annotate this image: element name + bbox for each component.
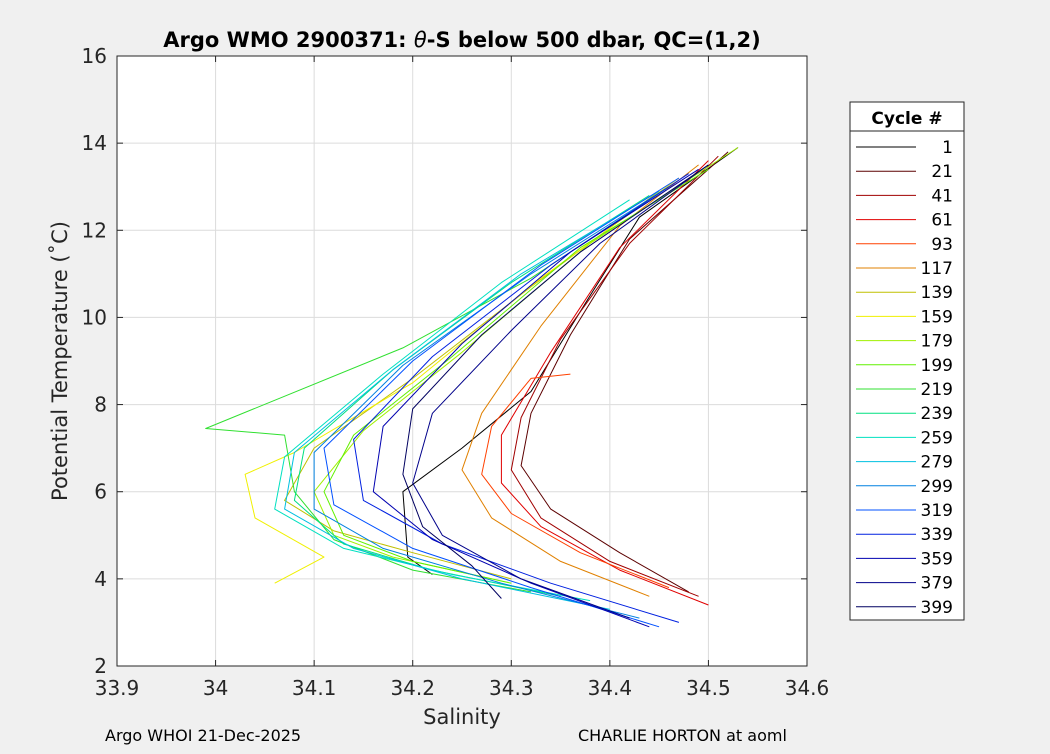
- y-tick-label: 6: [94, 480, 107, 504]
- y-tick-label: 14: [82, 131, 107, 155]
- y-tick-label: 16: [82, 44, 107, 68]
- series-line-cycle-93: [481, 373, 670, 589]
- title-suffix: -S below 500 dbar, QC=(1,2): [427, 28, 761, 52]
- legend-label-cycle-41: 41: [931, 186, 953, 206]
- x-tick-label: 34.3: [489, 676, 534, 700]
- series-line-cycle-279: [284, 190, 660, 610]
- title-theta: θ: [414, 28, 427, 52]
- legend-label-cycle-61: 61: [931, 211, 953, 231]
- plot-area: [117, 56, 807, 666]
- legend-label-cycle-239: 239: [921, 404, 953, 424]
- legend-label-cycle-159: 159: [921, 307, 953, 327]
- y-tick-label: 12: [82, 218, 107, 242]
- legend-label-cycle-259: 259: [921, 428, 953, 448]
- x-tick-label: 34.5: [686, 676, 731, 700]
- legend-label-cycle-179: 179: [921, 332, 953, 352]
- x-axis-label: Salinity: [423, 705, 501, 729]
- legend-label-cycle-319: 319: [921, 501, 953, 521]
- x-tick-label: 34.1: [292, 676, 337, 700]
- y-tick-label: 4: [94, 567, 107, 591]
- series-line-cycle-399: [402, 164, 709, 599]
- x-tick-label: 34.2: [390, 676, 435, 700]
- chart-title: Argo WMO 2900371: θ-S below 500 dbar, QC…: [163, 28, 760, 52]
- series-line-cycle-41: [510, 155, 719, 597]
- series-layer: [205, 147, 739, 628]
- y-tick-label: 10: [82, 305, 107, 329]
- series-line-cycle-219: [205, 186, 670, 593]
- legend-label-cycle-117: 117: [921, 259, 953, 279]
- legend-label-cycle-379: 379: [921, 574, 953, 594]
- legend-title: Cycle #: [871, 109, 942, 129]
- legend-label-cycle-399: 399: [921, 598, 953, 618]
- x-tick-label: 33.9: [95, 676, 140, 700]
- series-line-cycle-339: [353, 173, 689, 623]
- legend-label-cycle-1: 1: [942, 138, 953, 158]
- series-line-cycle-117: [461, 164, 699, 597]
- footer-left: Argo WHOI 21-Dec-2025: [105, 726, 302, 745]
- x-tick-label: 34.4: [588, 676, 633, 700]
- series-line-cycle-199: [323, 168, 709, 584]
- series-line-cycle-319: [323, 177, 680, 628]
- footer-right: CHARLIE HORTON at aoml: [578, 726, 787, 745]
- series-line-cycle-259: [274, 199, 630, 602]
- y-tick-label: 8: [94, 393, 107, 417]
- tick-layer: 33.9 34 34.1 34.2 34.3 34.4 34.5 34.6 2 4 6 8 10 12 14…: [82, 44, 830, 700]
- legend-label-cycle-199: 199: [921, 356, 953, 376]
- series-line-cycle-21: [520, 151, 729, 593]
- legend-label-cycle-219: 219: [921, 380, 953, 400]
- legend-label-cycle-299: 299: [921, 477, 953, 497]
- legend-label-cycle-139: 139: [921, 283, 953, 303]
- series-line-cycle-299: [313, 186, 670, 619]
- legend-label-cycle-21: 21: [931, 162, 953, 182]
- legend-label-cycle-339: 339: [921, 525, 953, 545]
- legend-items: 1 21 41 61 93 117 139 159 179 199 219 239 259 279 299 3…: [856, 138, 953, 618]
- plot-frame: [116, 55, 808, 667]
- y-tick-label: 2: [94, 654, 107, 678]
- x-tick-label: 34: [203, 676, 228, 700]
- series-line-cycle-379: [412, 164, 709, 619]
- series-line-cycle-359: [372, 168, 699, 628]
- y-axis-label: Potential Temperature (˚C): [48, 221, 72, 501]
- legend-label-cycle-279: 279: [921, 453, 953, 473]
- grid-layer: [117, 56, 807, 666]
- title-prefix: Argo WMO 2900371:: [163, 28, 414, 52]
- legend-label-cycle-359: 359: [921, 549, 953, 569]
- legend-label-cycle-93: 93: [931, 235, 953, 255]
- x-tick-label: 34.6: [785, 676, 830, 700]
- legend-box: [849, 101, 965, 621]
- legend: Cycle # 1 21 41 61 93 117 139 159 179 199 219 239 25…: [849, 101, 965, 621]
